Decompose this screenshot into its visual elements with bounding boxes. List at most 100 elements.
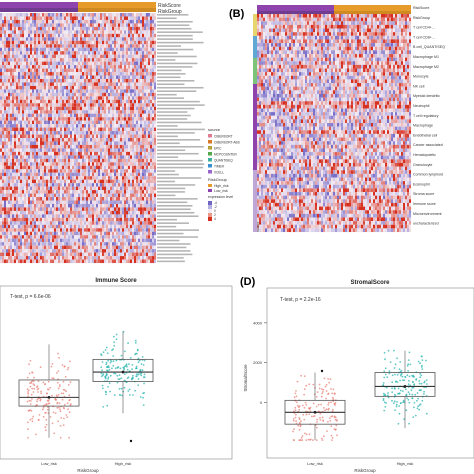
heatmap-a-cell bbox=[80, 30, 83, 34]
heatmap-a-cell bbox=[12, 162, 15, 166]
heatmap-a-cell bbox=[132, 89, 135, 93]
heatmap-a-cell bbox=[86, 193, 89, 198]
heatmap-a-cell bbox=[102, 78, 105, 83]
heatmap-a-cell bbox=[10, 13, 13, 17]
heatmap-a-cell bbox=[36, 141, 39, 145]
heatmap-a-cell bbox=[130, 172, 133, 177]
heatmap-a-cell bbox=[126, 231, 129, 236]
heatmap-a-cell bbox=[34, 162, 37, 166]
heatmap-a-cell bbox=[108, 19, 111, 24]
heatmap-a-cell bbox=[96, 127, 99, 132]
heatmap-a-cell bbox=[108, 40, 111, 45]
heatmap-a-cell bbox=[8, 89, 11, 93]
heatmap-a-cell bbox=[90, 155, 93, 159]
heatmap-a-cell bbox=[110, 221, 113, 225]
heatmap-a-cell bbox=[126, 58, 129, 62]
heatmap-a-cell bbox=[4, 85, 7, 90]
heatmap-a-cell bbox=[18, 203, 21, 208]
heatmap-a-cell bbox=[6, 172, 9, 177]
heatmap-a-cell bbox=[34, 96, 37, 100]
heatmap-a-cell bbox=[2, 214, 5, 218]
heatmap-a-cell bbox=[92, 92, 95, 97]
heatmap-a-cell bbox=[122, 82, 125, 86]
heatmap-a-cell bbox=[62, 44, 65, 48]
heatmap-a-cell bbox=[30, 75, 33, 80]
heatmap-a-cell bbox=[62, 26, 65, 31]
heatmap-a-cell bbox=[26, 131, 29, 135]
heatmap-a-cell bbox=[132, 155, 135, 159]
heatmap-a-cell bbox=[84, 61, 87, 66]
heatmap-a-cell bbox=[136, 37, 139, 41]
heatmap-a-cell bbox=[142, 117, 145, 121]
heatmap-a-cell bbox=[66, 78, 69, 83]
heatmap-a-cell bbox=[128, 155, 131, 159]
heatmap-a-cell bbox=[34, 47, 37, 52]
heatmap-a-cell bbox=[126, 193, 129, 198]
heatmap-a-cell bbox=[36, 158, 39, 163]
heatmap-a-cell bbox=[134, 75, 137, 80]
heatmap-a-cell bbox=[68, 217, 71, 222]
heatmap-a-cell bbox=[80, 54, 83, 59]
heatmap-a-cell bbox=[142, 124, 145, 128]
heatmap-a-cell bbox=[26, 26, 29, 31]
heatmap-a-cell bbox=[146, 138, 149, 142]
heatmap-a-cell bbox=[30, 221, 33, 225]
heatmap-a-cell bbox=[20, 176, 23, 180]
heatmap-a-cell bbox=[136, 203, 139, 208]
heatmap-a-cell bbox=[18, 138, 21, 142]
heatmap-a-cell bbox=[94, 33, 97, 38]
heatmap-a-cell bbox=[140, 179, 143, 184]
heatmap-a-cell bbox=[26, 193, 29, 198]
heatmap-a-cell bbox=[146, 193, 149, 198]
heatmap-a-cell bbox=[118, 155, 121, 159]
heatmap-a-cell bbox=[90, 110, 93, 114]
heatmap-a-cell bbox=[48, 197, 51, 201]
heatmap-a-cell bbox=[18, 141, 21, 145]
heatmap-a-cell bbox=[70, 85, 73, 90]
heatmap-a-cell bbox=[102, 51, 105, 55]
heatmap-a-cell bbox=[68, 214, 71, 218]
heatmap-a-cell bbox=[120, 65, 123, 69]
heatmap-a-cell bbox=[56, 151, 59, 156]
heatmap-a-cell bbox=[60, 103, 63, 107]
heatmap-a-cell bbox=[138, 16, 141, 20]
heatmap-a-cell bbox=[28, 176, 31, 180]
heatmap-a-cell bbox=[104, 99, 107, 104]
heatmap-a-cell bbox=[82, 217, 85, 222]
heatmap-a-cell bbox=[38, 120, 41, 125]
heatmap-a-cell bbox=[26, 33, 29, 38]
heatmap-a-cell bbox=[12, 40, 15, 45]
heatmap-a-cell bbox=[136, 113, 139, 118]
heatmap-a-cell bbox=[76, 19, 79, 24]
heatmap-a-cell bbox=[32, 190, 35, 194]
heatmap-a-cell bbox=[82, 78, 85, 83]
heatmap-a-cell bbox=[120, 99, 123, 104]
heatmap-a-cell bbox=[134, 65, 137, 69]
heatmap-a-cell bbox=[124, 23, 127, 27]
heatmap-a-cell bbox=[38, 13, 41, 17]
heatmap-a-cell bbox=[58, 214, 61, 218]
heatmap-a-cell bbox=[98, 117, 101, 121]
heatmap-a-cell bbox=[56, 127, 59, 132]
heatmap-a-cell bbox=[62, 131, 65, 135]
heatmap-a-cell bbox=[134, 47, 137, 52]
heatmap-a-cell bbox=[110, 207, 113, 211]
heatmap-a-cell bbox=[30, 23, 33, 27]
heatmap-a-cell bbox=[128, 151, 131, 156]
heatmap-a-cell bbox=[88, 54, 91, 59]
heatmap-a-cell bbox=[0, 30, 3, 34]
heatmap-a-cell bbox=[46, 131, 49, 135]
heatmap-a-cell bbox=[152, 99, 155, 104]
heatmap-a-cell bbox=[100, 117, 103, 121]
heatmap-a-cell bbox=[42, 30, 45, 34]
heatmap-a-cell bbox=[46, 106, 49, 111]
heatmap-a-cell bbox=[116, 99, 119, 104]
heatmap-a-cell bbox=[40, 172, 43, 177]
heatmap-a-cell bbox=[130, 221, 133, 225]
heatmap-a-cell bbox=[76, 65, 79, 69]
heatmap-a-cell bbox=[128, 183, 131, 187]
heatmap-a-cell bbox=[24, 47, 27, 52]
heatmap-a-cell bbox=[24, 110, 27, 114]
heatmap-a-cell bbox=[40, 131, 43, 135]
heatmap-a-cell bbox=[90, 141, 93, 145]
